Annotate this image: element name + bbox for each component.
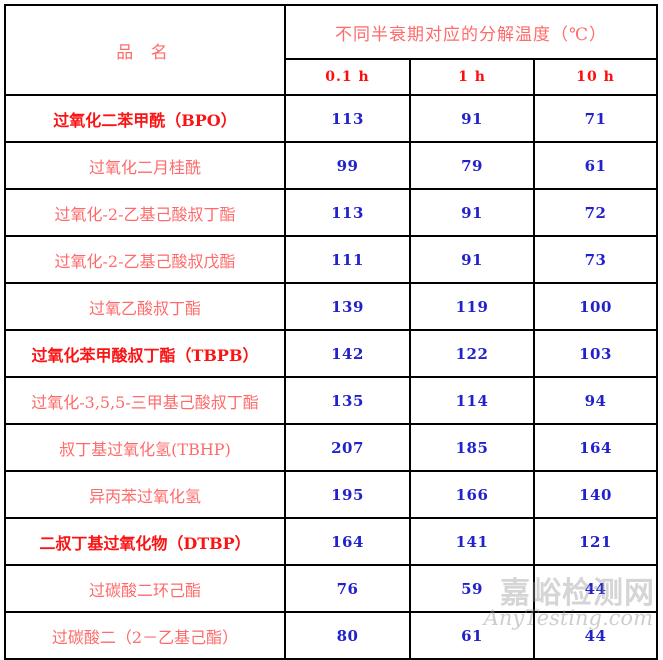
table-row: 过碳酸二（2－乙基己酯） 80 61 44 (4, 611, 658, 660)
header-cell-halflife-1h: 1 h (409, 58, 535, 96)
cell-product-name: 过氧化二月桂酰 (4, 141, 286, 190)
cell-product-name: 过氧化-3,5,5-三甲基己酸叔丁酯 (4, 376, 286, 425)
cell-product-name: 过氧化-2-乙基己酸叔丁酯 (4, 188, 286, 237)
cell-temperature-3: 140 (533, 470, 658, 519)
cell-temperature-2: 119 (409, 282, 535, 331)
cell-temperature-3: 100 (533, 282, 658, 331)
table-header-row-primary: 品 名 不同半衰期对应的分解温度（℃） (4, 4, 658, 96)
cell-product-name: 二叔丁基过氧化物（DTBP） (4, 517, 286, 566)
cell-product-name: 过氧化苯甲酸叔丁酯（TBPB） (4, 329, 286, 378)
cell-temperature-1: 195 (284, 470, 411, 519)
table-row: 过氧化苯甲酸叔丁酯（TBPB） 142 122 103 (4, 329, 658, 378)
cell-temperature-2: 91 (409, 235, 535, 284)
cell-temperature-3: 61 (533, 141, 658, 190)
cell-product-name: 过氧乙酸叔丁酯 (4, 282, 286, 331)
cell-product-name: 叔丁基过氧化氢(TBHP) (4, 423, 286, 472)
cell-temperature-1: 113 (284, 188, 411, 237)
table-data-rows: 过氧化二苯甲酰（BPO） 113 91 71 过氧化二月桂酰 99 79 61 过氧化-2-乙基… (4, 94, 658, 660)
cell-temperature-3: 72 (533, 188, 658, 237)
cell-temperature-1: 142 (284, 329, 411, 378)
cell-temperature-1: 99 (284, 141, 411, 190)
cell-temperature-3: 94 (533, 376, 658, 425)
cell-temperature-3: 44 (533, 611, 658, 660)
cell-temperature-3: 73 (533, 235, 658, 284)
table-row: 过氧乙酸叔丁酯 139 119 100 (4, 282, 658, 331)
cell-temperature-1: 135 (284, 376, 411, 425)
cell-temperature-1: 139 (284, 282, 411, 331)
cell-temperature-1: 76 (284, 564, 411, 613)
table-body: 品 名 不同半衰期对应的分解温度（℃） 0.1 h 1 h 10 h (4, 4, 658, 96)
table-row: 过碳酸二环己酯 76 59 44 (4, 564, 658, 613)
table-row: 异丙苯过氧化氢 195 166 140 (4, 470, 658, 519)
cell-temperature-2: 185 (409, 423, 535, 472)
cell-temperature-2: 91 (409, 94, 535, 143)
cell-temperature-2: 59 (409, 564, 535, 613)
cell-product-name: 过氧化-2-乙基己酸叔戊酯 (4, 235, 286, 284)
table-row: 过氧化二月桂酰 99 79 61 (4, 141, 658, 190)
header-cell-product-name: 品 名 (4, 4, 286, 96)
decomposition-temperature-table: 品 名 不同半衰期对应的分解温度（℃） 0.1 h 1 h 10 h 过氧化二苯… (4, 4, 658, 660)
decomposition-temperature-table-wrapper: 品 名 不同半衰期对应的分解温度（℃） 0.1 h 1 h 10 h 过氧化二苯… (4, 4, 658, 660)
cell-temperature-1: 111 (284, 235, 411, 284)
cell-product-name: 过氧化二苯甲酰（BPO） (4, 94, 286, 143)
cell-temperature-3: 44 (533, 564, 658, 613)
table-row: 过氧化二苯甲酰（BPO） 113 91 71 (4, 94, 658, 143)
cell-temperature-3: 164 (533, 423, 658, 472)
header-cell-halflife-0_1h: 0.1 h (284, 58, 411, 96)
table-row: 过氧化-2-乙基己酸叔戊酯 111 91 73 (4, 235, 658, 284)
cell-temperature-2: 141 (409, 517, 535, 566)
table-row: 过氧化-2-乙基己酸叔丁酯 113 91 72 (4, 188, 658, 237)
cell-product-name: 过碳酸二环己酯 (4, 564, 286, 613)
table-header-row-secondary: 0.1 h 1 h 10 h (5, 58, 658, 96)
cell-temperature-3: 71 (533, 94, 658, 143)
cell-product-name: 异丙苯过氧化氢 (4, 470, 286, 519)
table-row: 过氧化-3,5,5-三甲基己酸叔丁酯 135 114 94 (4, 376, 658, 425)
cell-temperature-2: 166 (409, 470, 535, 519)
cell-temperature-2: 114 (409, 376, 535, 425)
cell-temperature-1: 207 (284, 423, 411, 472)
cell-temperature-2: 79 (409, 141, 535, 190)
cell-temperature-3: 121 (533, 517, 658, 566)
table-row: 二叔丁基过氧化物（DTBP） 164 141 121 (4, 517, 658, 566)
cell-temperature-2: 91 (409, 188, 535, 237)
header-cell-halflife-10h: 10 h (533, 58, 658, 96)
cell-temperature-2: 61 (409, 611, 535, 660)
cell-temperature-1: 113 (284, 94, 411, 143)
cell-temperature-1: 164 (284, 517, 411, 566)
cell-temperature-1: 80 (284, 611, 411, 660)
cell-product-name: 过碳酸二（2－乙基己酯） (4, 611, 286, 660)
table-row: 叔丁基过氧化氢(TBHP) 207 185 164 (4, 423, 658, 472)
cell-temperature-2: 122 (409, 329, 535, 378)
cell-temperature-3: 103 (533, 329, 658, 378)
header-cell-decomposition-temperature: 不同半衰期对应的分解温度（℃） (284, 4, 658, 60)
